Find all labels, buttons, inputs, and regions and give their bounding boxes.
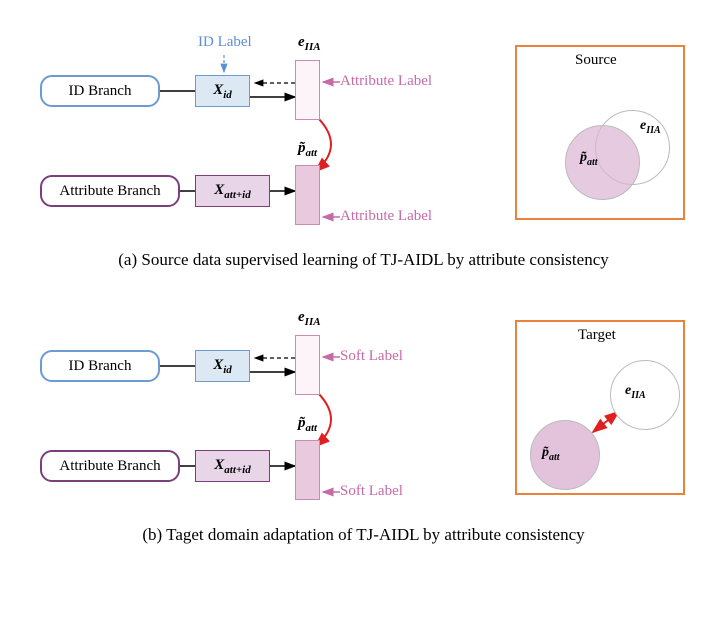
circ-p-label-b: p̃att: [542, 445, 560, 463]
x-id-box: Xid: [195, 75, 250, 107]
id-branch-box: ID Branch: [40, 75, 160, 107]
target-label: Target: [578, 327, 616, 344]
id-branch-label: ID Branch: [69, 83, 132, 99]
attr-branch-box-b: Attribute Branch: [40, 450, 180, 482]
id-branch-box-b: ID Branch: [40, 350, 160, 382]
x-att-box-b: Xatt+id: [195, 450, 270, 482]
x-att-box: Xatt+id: [195, 175, 270, 207]
attr-label-1: Attribute Label: [340, 73, 432, 90]
circ-e-label-b: eIIA: [625, 383, 646, 401]
panel-b: ID Branch Attribute Branch Xid Xatt+id e…: [20, 295, 707, 515]
e-box-b: [295, 335, 320, 395]
attr-branch-label: Attribute Branch: [59, 183, 160, 199]
caption-b: (b) Taget domain adaptation of TJ-AIDL b…: [20, 525, 707, 545]
soft-label-1: Soft Label: [340, 348, 403, 365]
e-box: [295, 60, 320, 120]
circ-p-b: [530, 420, 600, 490]
attr-label-2: Attribute Label: [340, 208, 432, 225]
x-id-box-b: Xid: [195, 350, 250, 382]
p-top-label-b: p̃att: [298, 415, 317, 434]
caption-a: (a) Source data supervised learning of T…: [20, 250, 707, 270]
e-top-label: eIIA: [298, 34, 321, 53]
source-label: Source: [575, 52, 617, 69]
circ-p-a: [565, 125, 640, 200]
attr-branch-label-b: Attribute Branch: [59, 458, 160, 474]
panel-a: ID Branch Attribute Branch Xid Xatt+id e…: [20, 20, 707, 240]
id-branch-label-b: ID Branch: [69, 358, 132, 374]
circ-e-label-a: eIIA: [640, 118, 661, 136]
p-box: [295, 165, 320, 225]
soft-label-2: Soft Label: [340, 483, 403, 500]
id-label-text: ID Label: [198, 34, 252, 51]
e-top-label-b: eIIA: [298, 309, 321, 328]
attr-branch-box: Attribute Branch: [40, 175, 180, 207]
p-box-b: [295, 440, 320, 500]
circ-p-label-a: p̃att: [580, 150, 598, 168]
p-top-label: p̃att: [298, 140, 317, 159]
